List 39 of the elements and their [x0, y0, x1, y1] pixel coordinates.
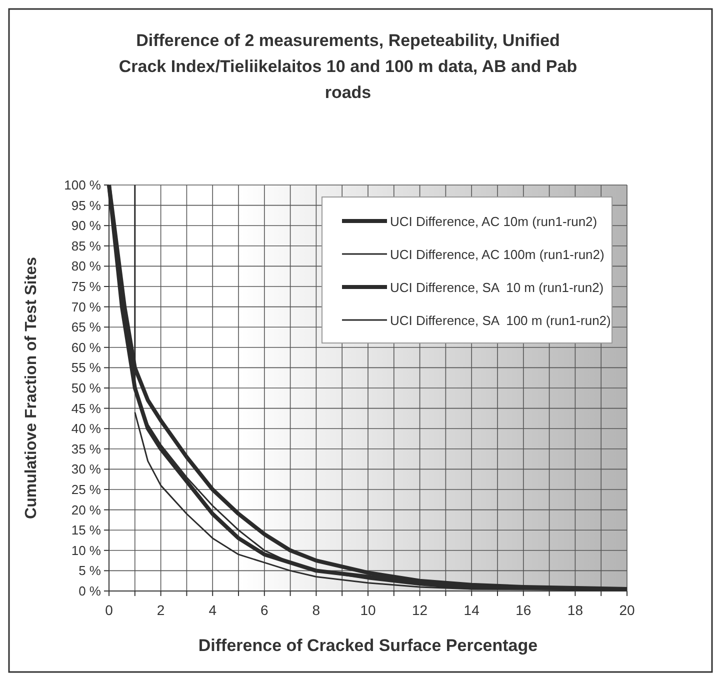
y-tick-label: 10 %: [71, 542, 102, 558]
y-tick-label: 25 %: [71, 482, 102, 497]
x-tick-label: 18: [567, 602, 584, 618]
y-tick-label: 60 %: [71, 340, 102, 355]
y-tick-label: 85 %: [71, 238, 102, 254]
y-tick-label: 55 %: [71, 360, 102, 376]
y-tick-label: 45 %: [71, 400, 102, 416]
x-tick-label: 6: [260, 602, 268, 618]
y-tick-label: 90 %: [71, 218, 102, 234]
x-axis-title: Difference of Cracked Surface Percentage: [198, 636, 538, 655]
y-tick-label: 80 %: [71, 258, 102, 274]
y-axis-title: Cumulatiove Fraction of Test Sites: [23, 256, 40, 519]
y-tick-label: 5 %: [78, 563, 102, 578]
x-tick-label: 16: [516, 602, 532, 618]
x-tick-label: 14: [464, 602, 480, 618]
y-tick-label: 35 %: [71, 441, 102, 456]
x-tick-label: 0: [105, 602, 114, 618]
y-tick-label: 95 %: [71, 198, 102, 213]
y-tick-label: 100 %: [64, 178, 102, 192]
x-tick-label: 20: [619, 602, 635, 618]
x-tick-label: 4: [208, 602, 217, 618]
legend-label: UCI Difference, AC 100m (run1-run2): [390, 247, 604, 262]
x-tick-label: 2: [156, 602, 165, 618]
legend-label: UCI Difference, SA 10 m (run1-run2): [390, 280, 604, 295]
y-tick-label: 65 %: [71, 320, 102, 335]
chart-title: Difference of 2 measurements, Repeteability, Unified Crack Index/Tieliikelaitos 10 and 100 m data, AB and Pab roads: [118, 31, 578, 102]
y-tick-label: 75 %: [71, 279, 102, 294]
x-tick-label: 12: [412, 602, 428, 618]
y-tick-label: 40 %: [71, 421, 102, 436]
y-tick-label: 15 %: [71, 522, 102, 538]
y-tick-label: 20 %: [71, 502, 102, 518]
y-tick-label: 30 %: [71, 462, 102, 477]
y-tick-label: 50 %: [71, 380, 102, 396]
legend-label: UCI Difference, AC 10m (run1-run2): [390, 214, 598, 229]
x-tick-label: 10: [360, 602, 376, 618]
y-tick-label: 70 %: [71, 299, 102, 314]
legend-label: UCI Difference, SA 100 m (run1-run2): [390, 313, 611, 328]
y-tick-label: 0 %: [78, 584, 102, 598]
x-tick-label: 8: [312, 602, 320, 618]
